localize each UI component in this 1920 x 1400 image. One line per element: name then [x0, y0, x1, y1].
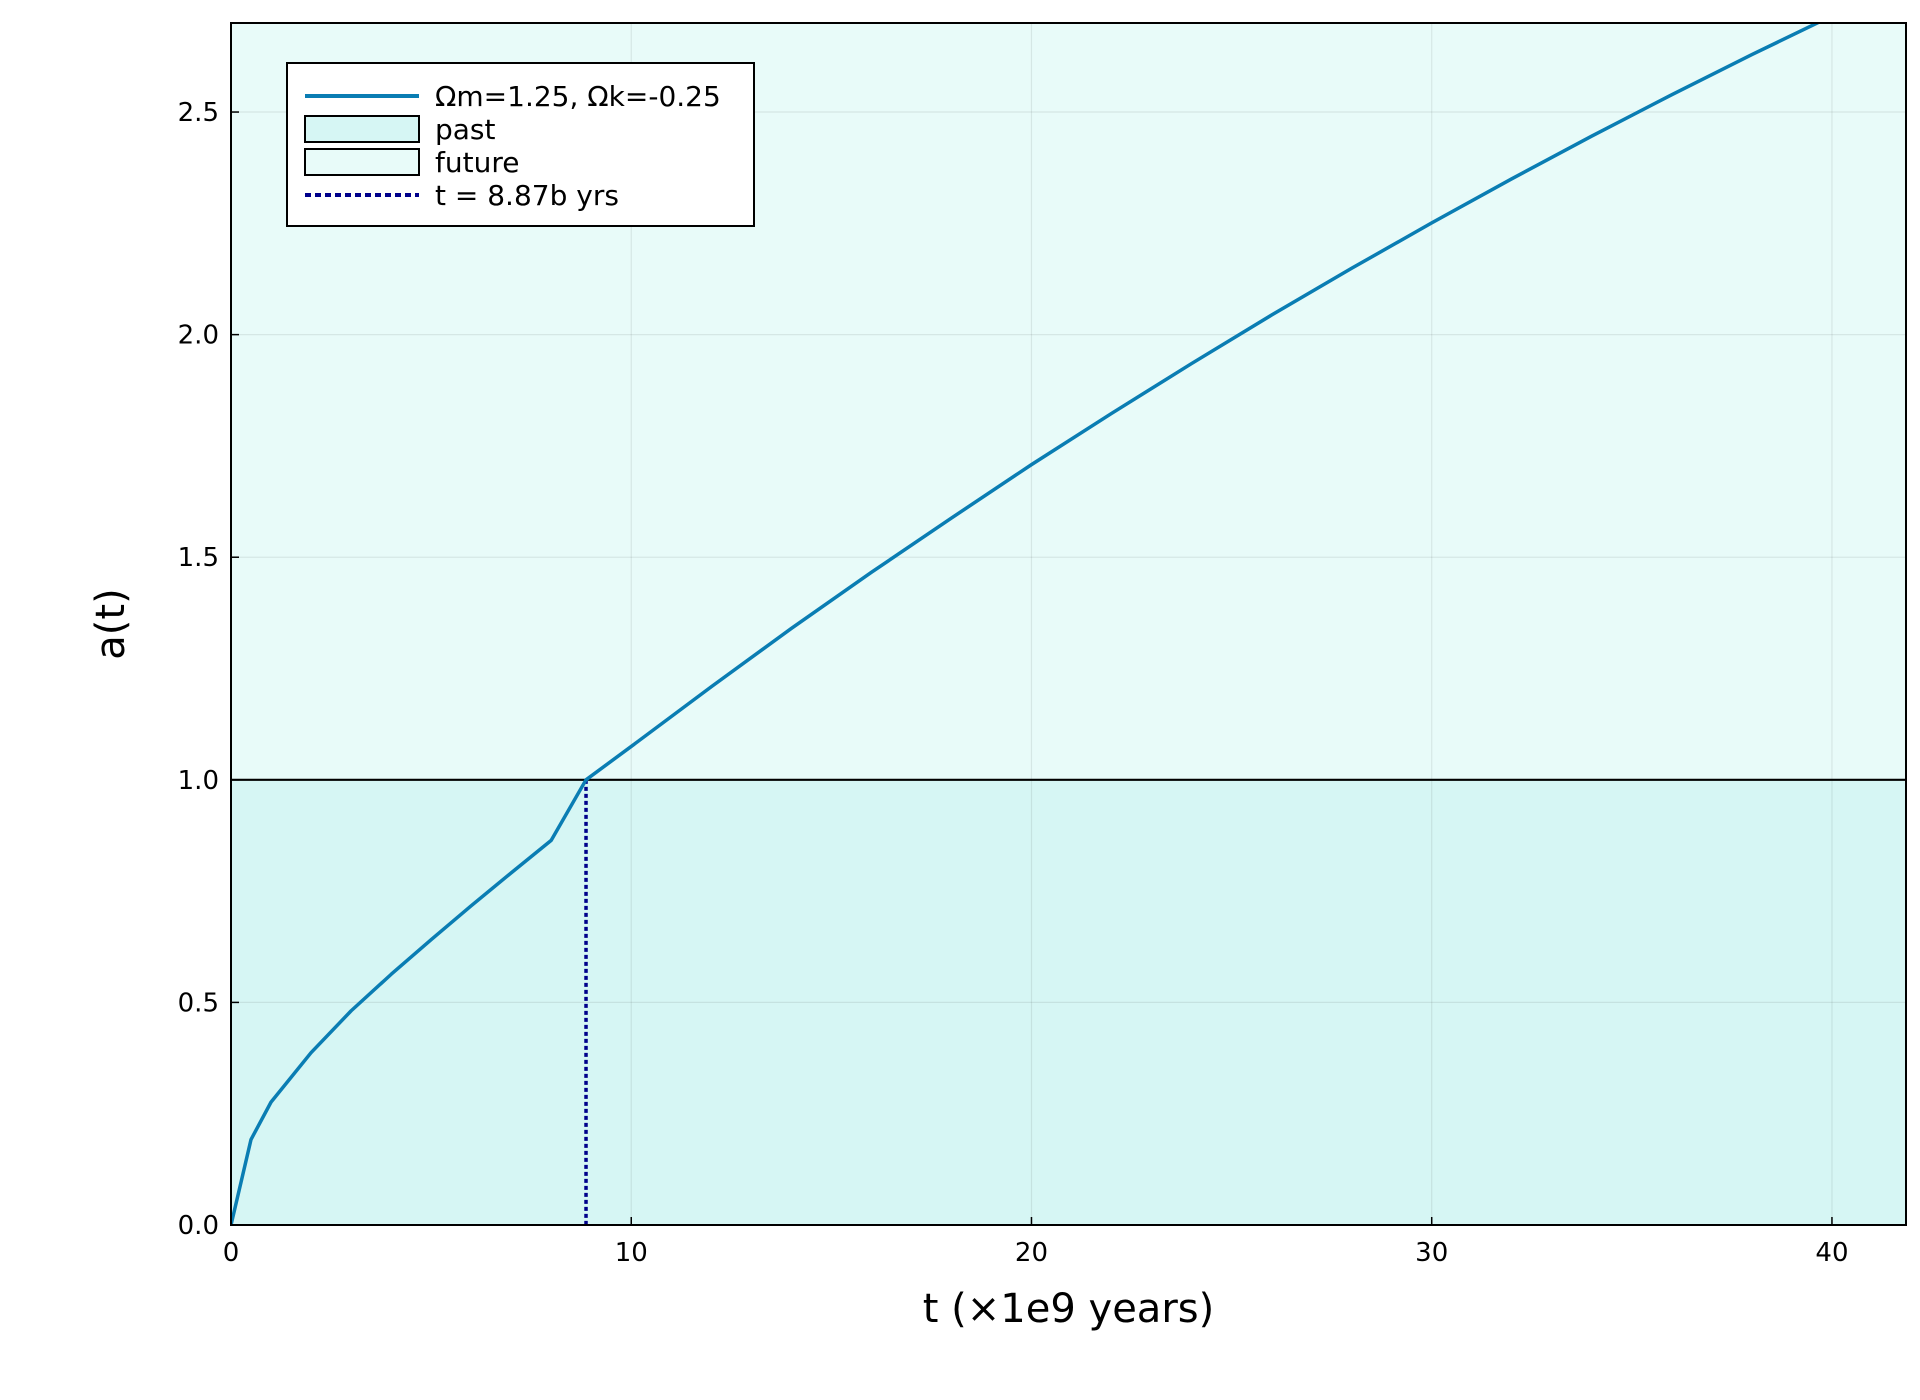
x-axis-title: t (×1e9 years)	[923, 1286, 1214, 1332]
legend-patch-swatch	[304, 148, 420, 176]
legend-label: t = 8.87b yrs	[435, 179, 619, 212]
series-group	[231, 23, 1822, 1225]
y-tick-label: 1.0	[178, 766, 219, 796]
x-tick-label: 30	[1415, 1238, 1448, 1268]
y-axis-title: a(t)	[88, 588, 134, 659]
x-tick-label: 0	[223, 1238, 240, 1268]
y-tick-label: 0.0	[178, 1211, 219, 1241]
legend-label: Ωm=1.25, Ωk=-0.25	[435, 80, 721, 113]
series-line	[231, 23, 1822, 1225]
x-ticks: 0 10 20 30 40	[223, 1217, 1849, 1268]
legend-entry: future	[304, 146, 519, 179]
legend-label: future	[435, 146, 519, 179]
legend-entry: Ωm=1.25, Ωk=-0.25	[305, 80, 721, 113]
legend-patch-swatch	[304, 115, 420, 143]
x-tick-label: 10	[615, 1238, 648, 1268]
y-tick-label: 1.5	[178, 543, 219, 573]
legend-box	[286, 62, 755, 227]
legend-entry: past	[304, 113, 496, 146]
x-tick-label: 40	[1815, 1238, 1848, 1268]
legend-entry: t = 8.87b yrs	[305, 179, 619, 212]
y-ticks: 0.0 0.5 1.0 1.5 2.0 2.5	[178, 98, 239, 1241]
y-tick-label: 0.5	[178, 988, 219, 1018]
legend-label: past	[435, 113, 496, 146]
y-tick-label: 2.5	[178, 98, 219, 128]
x-tick-label: 20	[1015, 1238, 1048, 1268]
y-tick-label: 2.0	[178, 321, 219, 351]
plot-frame	[230, 22, 1907, 1226]
region-past	[231, 779, 1906, 1225]
